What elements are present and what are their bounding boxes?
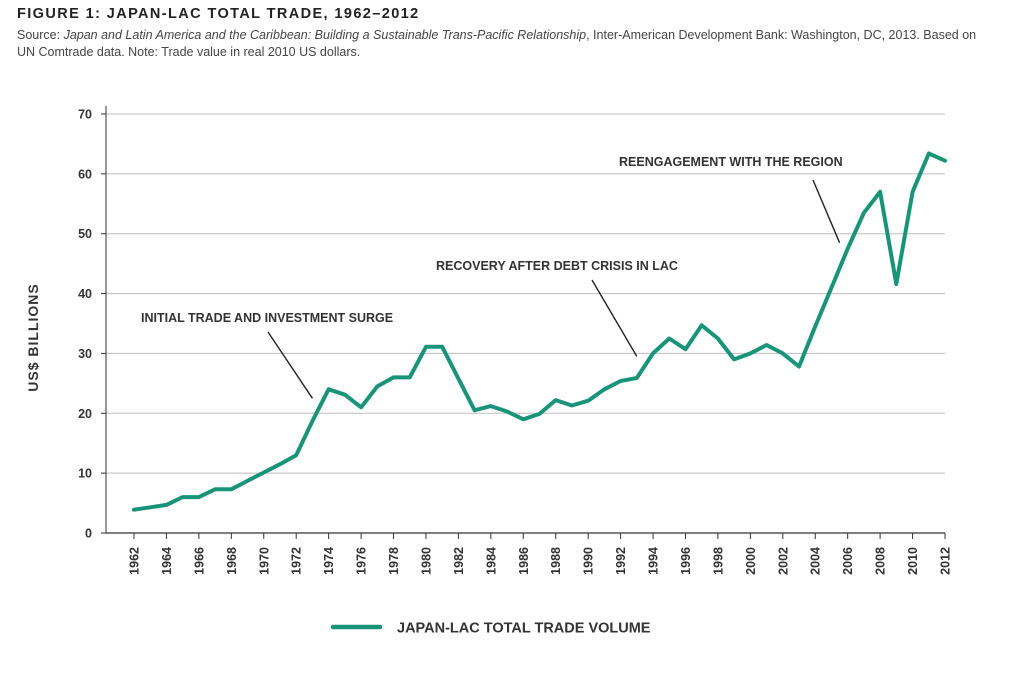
x-tick-label: 1962 — [128, 547, 142, 575]
x-tick-label: 1970 — [257, 547, 271, 575]
figure-source: Source: Japan and Latin America and the … — [17, 27, 992, 61]
x-tick-label: 2002 — [776, 547, 790, 575]
y-axis-label: US$ BILLIONS — [25, 283, 41, 391]
x-tick-label: 1992 — [614, 547, 628, 575]
x-tick-label: 1984 — [484, 547, 498, 575]
y-tick-label: 50 — [78, 227, 92, 241]
x-tick-label: 1980 — [419, 547, 433, 575]
annotation-leader-line — [591, 279, 638, 357]
x-tick-label: 2008 — [874, 547, 888, 575]
x-tick-label: 1964 — [160, 547, 174, 575]
y-tick-label: 0 — [85, 527, 92, 541]
y-tick-label: 40 — [78, 287, 92, 301]
y-tick-label: 70 — [78, 108, 92, 122]
source-title: Japan and Latin America and the Caribbea… — [63, 28, 587, 42]
x-tick-label: 1968 — [225, 547, 239, 575]
axes: 0 10 20 30 40 50 60 70 1962 1964 1966 1968 1970 1972 1… — [25, 106, 953, 575]
y-tick-label: 60 — [78, 167, 92, 181]
annotation-label: RECOVERY AFTER DEBT CRISIS IN LAC — [436, 259, 678, 273]
x-tick-label: 1982 — [452, 547, 466, 575]
x-tick-label: 2006 — [841, 547, 855, 575]
y-tick-label: 30 — [78, 347, 92, 361]
x-tick-label: 1974 — [322, 547, 336, 575]
x-tick-label: 1986 — [517, 547, 531, 575]
x-tick-label: 1978 — [387, 547, 401, 575]
x-tick-label: 1990 — [582, 547, 596, 575]
source-rest: , Inter-American Development Bank: Washi… — [17, 28, 977, 59]
x-tick-label: 2004 — [809, 547, 823, 575]
series-line — [132, 151, 947, 512]
annotation-leader-line — [267, 331, 314, 399]
x-tick-label: 2012 — [939, 547, 953, 575]
x-tick-label: 1972 — [290, 547, 304, 575]
x-tick-label: 1998 — [711, 547, 725, 575]
x-tick-label: 2000 — [744, 547, 758, 575]
legend-label: JAPAN-LAC TOTAL TRADE VOLUME — [397, 621, 651, 637]
source-prefix: Source: — [17, 28, 64, 42]
y-tick-label: 10 — [78, 467, 92, 481]
x-tick-label: 1988 — [549, 547, 563, 575]
legend: JAPAN-LAC TOTAL TRADE VOLUME — [330, 621, 651, 637]
y-tick-label: 20 — [78, 407, 92, 421]
annotation-label: INITIAL TRADE AND INVESTMENT SURGE — [141, 311, 393, 325]
annotation-leader-line — [812, 179, 841, 243]
annotations: INITIAL TRADE AND INVESTMENT SURGE RECOVE… — [141, 155, 843, 399]
x-tick-label: 1996 — [679, 547, 693, 575]
series-layer — [132, 151, 947, 512]
x-tick-label: 1994 — [647, 547, 661, 575]
x-tick-label: 2010 — [906, 547, 920, 575]
figure-title: FIGURE 1: JAPAN-LAC TOTAL TRADE, 1962–20… — [17, 6, 420, 22]
annotation-label: REENGAGEMENT WITH THE REGION — [619, 155, 843, 169]
x-tick-label: 1976 — [355, 547, 369, 575]
x-tick-label: 1966 — [192, 547, 206, 575]
